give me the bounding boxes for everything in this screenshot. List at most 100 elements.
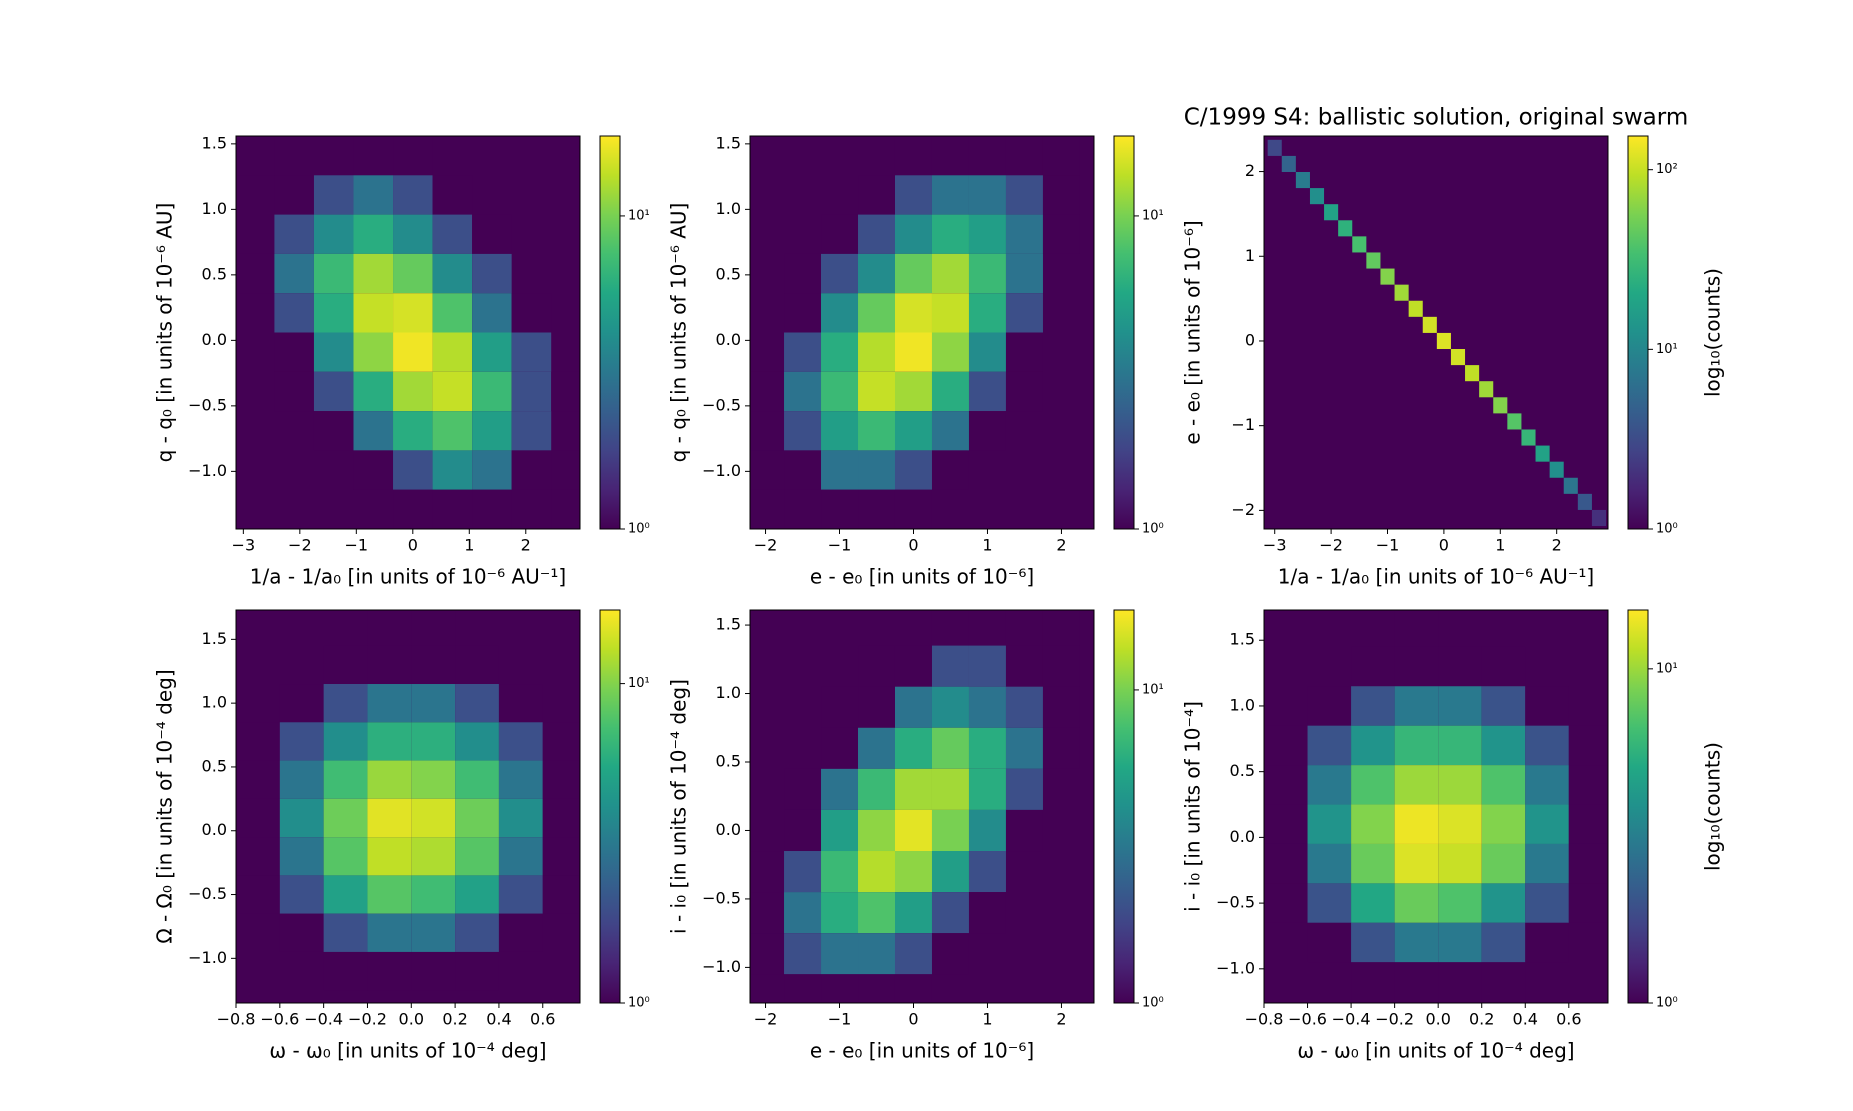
hex-cell (968, 727, 1006, 769)
hex-cell (542, 837, 580, 876)
hex-cell (279, 913, 324, 952)
hex-cell (367, 798, 412, 838)
hex-cell (323, 645, 368, 685)
hex-cell (1394, 765, 1439, 805)
hex-cell (1005, 332, 1043, 372)
hex-cell (1436, 332, 1451, 350)
hex-cell (367, 951, 412, 991)
hex-cell (367, 684, 412, 723)
hex-cell (353, 253, 394, 294)
hex-cell (858, 214, 895, 254)
hex-cell (279, 837, 324, 876)
hex-cell (274, 332, 314, 372)
y-axis-label: Ω - Ω₀ [in units of 10⁻⁴ deg] (153, 669, 177, 943)
x-tick-label: −0.4 (304, 1010, 343, 1029)
x-tick-label: −0.8 (1245, 1010, 1284, 1029)
hex-cell (323, 951, 368, 991)
y-tick-label: −0.5 (1216, 893, 1255, 912)
hex-cell (313, 175, 354, 215)
hex-cell (858, 645, 895, 687)
hex-cell (858, 450, 895, 490)
hex-cell (1309, 188, 1325, 205)
hex-cell (1394, 646, 1439, 687)
hex-cell (894, 450, 932, 490)
hex-cell (274, 214, 314, 254)
hex-cell (367, 645, 412, 685)
hex-cell (821, 489, 859, 529)
x-tick-label: −1 (828, 536, 852, 555)
x-tick-label: 1 (982, 1010, 992, 1029)
hex-cell (1568, 804, 1608, 844)
hex-cell (931, 892, 969, 934)
colorbar-tick-label: 10¹ (1656, 342, 1678, 357)
x-axis-label: e - e₀ [in units of 10⁻⁶] (810, 1039, 1034, 1063)
hex-cell (472, 253, 512, 294)
hex-cell (931, 933, 969, 975)
hex-cell (1264, 765, 1308, 805)
hex-cell (931, 645, 969, 687)
hex-cell (472, 214, 512, 254)
hex-cell (821, 892, 859, 934)
hex-cell (1351, 922, 1395, 963)
x-tick-label: −0.6 (1288, 1010, 1327, 1029)
y-axis-label: e - e₀ [in units of 10⁻⁶] (1181, 220, 1205, 444)
y-tick-label: 0 (1245, 330, 1255, 349)
hex-cell (894, 332, 932, 372)
hex-cell (411, 684, 456, 723)
hex-cell (1005, 645, 1043, 687)
colorbar (599, 609, 621, 1004)
hex-cell (1394, 843, 1439, 884)
hex-cell (821, 214, 859, 254)
hex-cell (411, 837, 456, 876)
hex-cell (1525, 843, 1569, 884)
hex-cell (1394, 284, 1409, 301)
x-tick-label: 2 (1056, 1010, 1066, 1029)
hex-cell (393, 371, 433, 412)
y-axis-label: i - i₀ [in units of 10⁻⁴] (1181, 701, 1205, 912)
hex-cell (1525, 883, 1569, 923)
hex-cell (472, 411, 512, 451)
hex-cell (279, 875, 324, 914)
hex-cell (432, 411, 473, 451)
hex-cell (1307, 883, 1352, 923)
hex-cell (821, 809, 859, 852)
hex-cell (931, 411, 969, 451)
hex-cell (313, 293, 354, 333)
hex-cell (784, 933, 822, 975)
hex-cell (894, 253, 932, 294)
hex-cell (1525, 686, 1569, 726)
hex-cell (1450, 349, 1466, 366)
hex-cell (858, 892, 895, 934)
hex-cell (393, 175, 433, 215)
hex-cell (894, 214, 932, 254)
hex-cell (1366, 252, 1381, 269)
hex-cell (1577, 493, 1592, 510)
hex-cell (353, 450, 394, 490)
hex-cell (511, 293, 552, 333)
hex-cell (894, 768, 932, 810)
hex-cell (279, 684, 324, 723)
y-axis-label: i - i₀ [in units of 10⁻⁴ deg] (667, 679, 691, 934)
hex-cell (858, 332, 895, 372)
hex-cell (1568, 843, 1608, 884)
x-tick-label: 0 (1439, 536, 1449, 555)
hex-cell (472, 450, 512, 490)
hex-cell (894, 974, 932, 1003)
hex-cell (1481, 962, 1526, 1002)
hexbin-cells (750, 610, 1080, 1003)
hex-cell (551, 371, 580, 412)
y-tick-label: 0.0 (202, 820, 227, 839)
hex-cell (411, 913, 456, 952)
hex-cell (858, 974, 895, 1003)
hex-cell (353, 332, 394, 372)
y-tick-label: 1.5 (202, 133, 227, 152)
hex-cell (236, 136, 275, 176)
y-axis-label: q - q₀ [in units of 10⁻⁶ AU] (153, 203, 177, 463)
hex-cell (393, 411, 433, 451)
hex-cell (498, 798, 543, 838)
hex-cell (1267, 139, 1282, 156)
y-tick-label: −1.0 (188, 461, 227, 480)
hex-cell (1351, 725, 1395, 766)
axes-frame (1263, 609, 1609, 1004)
hex-cell (1005, 768, 1043, 810)
